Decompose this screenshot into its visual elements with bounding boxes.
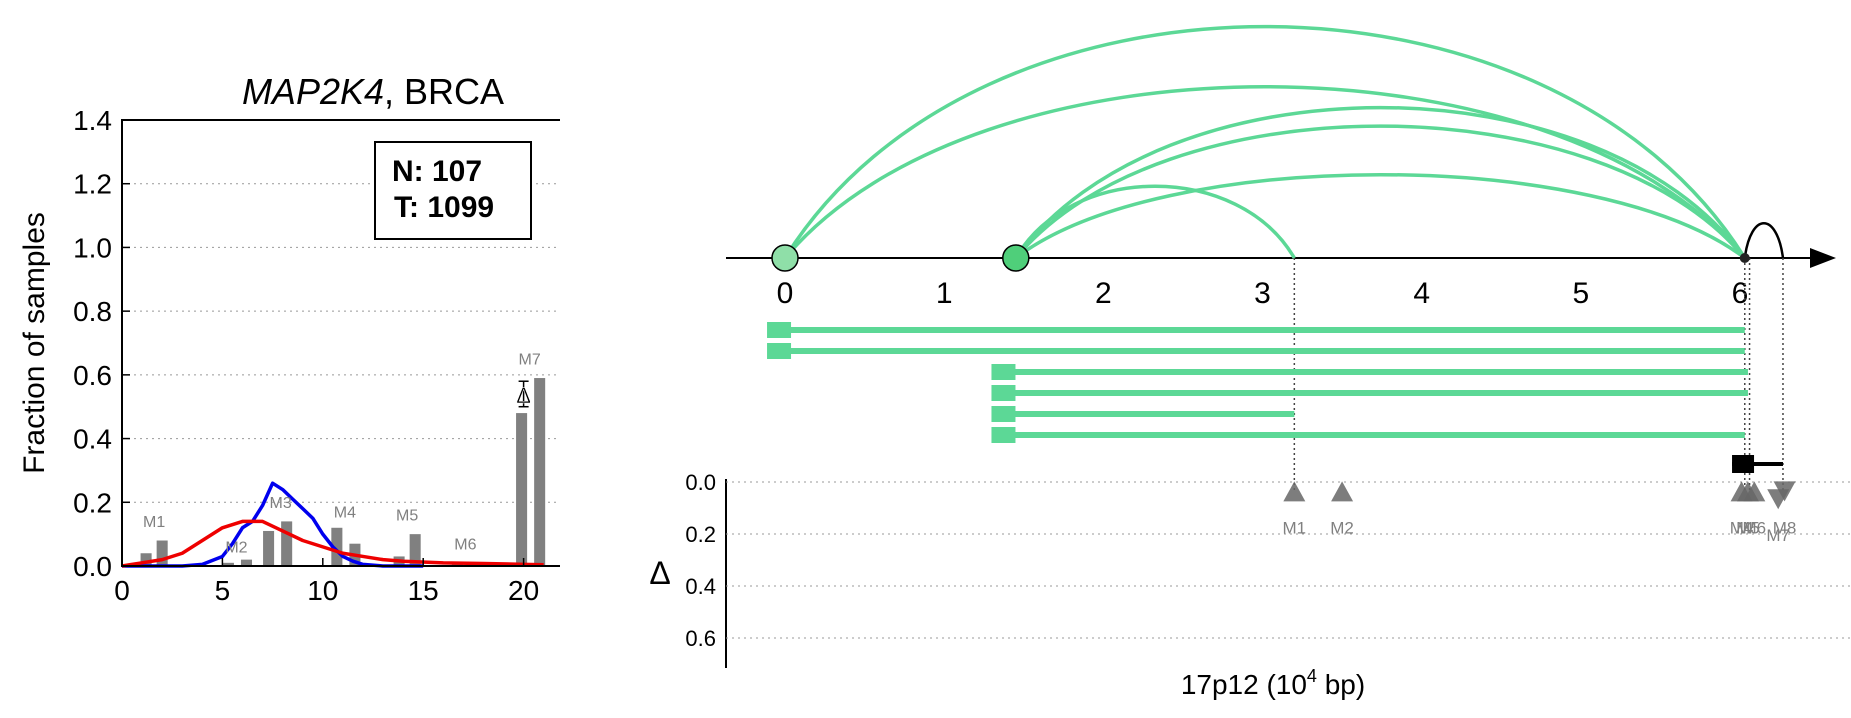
bar (534, 378, 546, 566)
transcript-exon (991, 406, 1016, 422)
genomic-axis-label: 17p12 (104 bp) (1181, 666, 1365, 700)
bar-label: M6 (454, 536, 476, 553)
y-tick-label: 1.4 (73, 105, 112, 136)
transcript-exon (991, 364, 1016, 380)
genomic-tick-label: 6 (1732, 277, 1749, 310)
bar-label: M7 (519, 351, 541, 368)
marker-label: M2 (1330, 518, 1354, 537)
transcript-exon (767, 343, 792, 359)
bar-label: M4 (334, 504, 356, 521)
genomic-tick-label: 5 (1572, 277, 1589, 310)
chart-title: MAP2K4, BRCA (242, 71, 504, 112)
splice-arc (1014, 124, 1747, 260)
y-tick-label: 0.2 (73, 487, 112, 518)
y-axis-label: Fraction of samples (18, 212, 51, 474)
marker-up-icon (1730, 481, 1753, 502)
transcript-exon (991, 427, 1016, 443)
title-cohort: , BRCA (384, 71, 504, 112)
x-tick-label: 5 (215, 575, 231, 606)
marker-label: M4 (1730, 518, 1754, 537)
legend-box (374, 141, 532, 240)
genomic-tick-label: 0 (777, 277, 794, 310)
plot-frame (121, 119, 560, 567)
bar (409, 534, 421, 566)
fraction-bar-chart: M1M2M3M4M5M6M7M8Δ05101520250.00.20.40.60… (18, 71, 560, 606)
delta-tick-label: 0.0 (685, 470, 716, 495)
y-tick-label: 0.4 (73, 424, 112, 455)
genomic-tick-label: 1 (936, 277, 953, 310)
bar-label: M3 (270, 495, 292, 512)
axis-label-exponent: 4 (1307, 666, 1317, 686)
marker-up-icon (1743, 481, 1766, 502)
bar (331, 527, 343, 566)
y-tick-label: 0.8 (73, 296, 112, 327)
marker-up-icon (1331, 481, 1354, 502)
genomic-tick-label: 2 (1095, 277, 1112, 310)
site-marker (1739, 253, 1750, 263)
marker-down-icon (1767, 489, 1790, 510)
gene-model-exon (1732, 455, 1755, 473)
bar (222, 562, 234, 566)
marker-label: M8 (1773, 518, 1797, 537)
splice-arc (1014, 105, 1747, 260)
bar (516, 413, 528, 566)
x-tick-label: 15 (408, 575, 439, 606)
title-gene: MAP2K4 (242, 71, 384, 112)
transcript-exon (767, 322, 792, 338)
marker-up-icon (1283, 481, 1306, 502)
legend-t: T: 1099 (394, 191, 494, 224)
legend-n: N: 107 (392, 155, 482, 188)
genomic-tick-label: 4 (1413, 277, 1430, 310)
splice-arc (1014, 173, 1746, 260)
y-tick-label: 1.2 (73, 169, 112, 200)
marker-label: M7 (1766, 526, 1790, 545)
splice-arc (783, 24, 1747, 259)
delta-tick-label: 0.2 (685, 522, 716, 547)
transcript-exon (991, 385, 1016, 401)
y-tick-label: 0.6 (73, 360, 112, 391)
marker-label: M6 (1743, 518, 1767, 537)
delta-axis-label: Δ (649, 555, 670, 591)
y-tick-label: 1.0 (73, 232, 112, 263)
bar (281, 521, 293, 566)
bar (263, 530, 275, 566)
axis-label-main: 17p12 (10 (1181, 669, 1307, 700)
delta-tick-label: 0.4 (685, 574, 716, 599)
axis-arrow-icon (1810, 248, 1836, 268)
marker-up-icon (1736, 481, 1759, 502)
marker-label: M5 (1736, 518, 1760, 537)
splice-arc (1014, 184, 1296, 259)
marker-label: M1 (1283, 518, 1307, 537)
marker-down-icon (1773, 481, 1796, 502)
gene-arc (1743, 222, 1785, 259)
red-density-line (121, 519, 544, 568)
x-tick-label: 10 (307, 575, 338, 606)
arc-node (1002, 244, 1030, 272)
bar-label: M2 (225, 539, 247, 556)
splice-arc (783, 85, 1747, 260)
delta-annotation: Δ (516, 383, 531, 408)
blue-density-line (122, 481, 424, 568)
genomic-tick-label: 3 (1254, 277, 1271, 310)
axis-label-unit: bp) (1317, 669, 1365, 700)
x-tick-label: 0 (114, 575, 130, 606)
x-tick-label: 20 (508, 575, 539, 606)
bar (140, 553, 152, 566)
arc-node (771, 244, 799, 272)
y-tick-label: 0.0 (73, 551, 112, 582)
bar-label: M5 (396, 508, 418, 525)
delta-tick-label: 0.6 (685, 626, 716, 651)
bar (156, 540, 168, 566)
bar-label: M1 (143, 514, 165, 531)
bar (240, 559, 253, 566)
